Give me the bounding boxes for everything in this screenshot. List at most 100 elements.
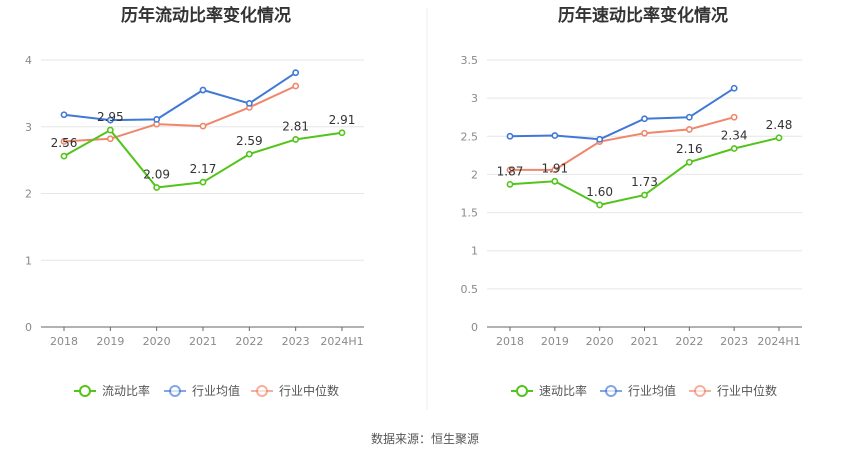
- data-point: [551, 166, 559, 174]
- data-point: [730, 84, 738, 92]
- x-tick-label: 2023: [720, 335, 748, 348]
- data-point: [292, 136, 300, 143]
- chart-title: 历年速动比率变化情况: [558, 5, 728, 26]
- series-line: [510, 116, 735, 171]
- data-point: [506, 166, 514, 174]
- x-tick-label: 2022: [675, 335, 703, 348]
- legend-label: 行业中位数: [279, 383, 339, 398]
- data-point: [106, 135, 114, 143]
- data-point: [685, 113, 693, 121]
- legend-item[interactable]: 行业均值: [600, 383, 676, 398]
- data-point: [551, 177, 559, 185]
- y-tick-label: 4: [25, 54, 32, 67]
- data-point: [641, 115, 648, 123]
- legend-label: 流动比率: [102, 383, 150, 398]
- data-point: [596, 201, 604, 209]
- x-tick-label: 2018: [50, 335, 78, 348]
- data-source-note: 数据来源：恒生聚源: [371, 431, 479, 446]
- x-tick-label: 2022: [235, 335, 263, 348]
- legend-item[interactable]: 流动比率: [74, 383, 150, 398]
- data-point: [106, 116, 114, 124]
- legend-label: 速动比率: [539, 383, 587, 398]
- data-label: 1.60: [586, 185, 613, 199]
- x-tick-label: 2020: [586, 335, 614, 348]
- legend-item[interactable]: 速动比率: [511, 383, 587, 398]
- legend-item[interactable]: 行业中位数: [689, 383, 777, 398]
- x-tick-label: 2024H1: [757, 335, 800, 348]
- data-label: 2.56: [51, 136, 78, 150]
- legend-swatch-marker: [516, 385, 528, 397]
- data-point: [153, 116, 161, 123]
- data-point: [775, 134, 783, 142]
- legend-label: 行业均值: [192, 383, 240, 398]
- y-tick-label: 0: [25, 321, 32, 334]
- x-tick-label: 2018: [496, 335, 524, 348]
- legend-swatch-marker: [256, 385, 268, 397]
- legend-swatch-marker: [169, 385, 181, 397]
- y-tick-label: 1.5: [461, 207, 479, 220]
- data-point: [641, 191, 648, 199]
- quick-ratio-chart: 历年速动比率变化情况 0 0.5 1 1.5 2 2.5 3 3.5 2018 2019 2020 20…: [461, 5, 802, 398]
- data-point: [245, 150, 253, 158]
- y-tick-label: 3.5: [461, 54, 479, 67]
- data-label: 2.09: [143, 167, 170, 181]
- current-ratio-chart: 历年流动比率变化情况 0 1 2 3 4 2018 2019 2020 2021 2022 2023 2…: [25, 5, 364, 398]
- data-point: [199, 122, 207, 130]
- legend-swatch-marker: [694, 385, 706, 397]
- data-point: [506, 180, 514, 188]
- x-tick-label: 2023: [282, 335, 310, 348]
- data-point: [60, 152, 68, 160]
- series-line: [63, 85, 297, 143]
- data-label: 1.73: [631, 175, 658, 189]
- data-label: 2.34: [721, 128, 748, 142]
- data-point: [685, 158, 693, 166]
- data-point: [506, 132, 514, 140]
- x-tick-label: 2019: [96, 335, 124, 348]
- data-point: [292, 69, 300, 77]
- data-point: [199, 86, 207, 94]
- data-point: [641, 129, 648, 137]
- legend-item[interactable]: 行业中位数: [251, 383, 339, 398]
- data-point: [199, 178, 207, 186]
- x-tick-label: 2019: [541, 335, 569, 348]
- legend-swatch-marker: [79, 385, 91, 397]
- y-tick-label: 2.5: [461, 130, 479, 143]
- chart-title: 历年流动比率变化情况: [121, 5, 291, 26]
- data-point: [60, 138, 68, 145]
- data-label: 1.87: [497, 164, 524, 178]
- y-tick-label: 0.5: [461, 283, 479, 296]
- legend-swatch-marker: [605, 385, 617, 397]
- x-tick-label: 2021: [189, 335, 217, 348]
- data-label: 2.91: [329, 113, 356, 127]
- data-label: 2.16: [676, 142, 703, 156]
- data-label: 1.91: [541, 161, 568, 175]
- data-point: [685, 126, 693, 133]
- legend-item[interactable]: 行业均值: [164, 383, 240, 398]
- y-tick-label: 0: [471, 321, 478, 334]
- series-line: [509, 87, 735, 141]
- series-line: [63, 71, 297, 122]
- data-label: 2.81: [282, 119, 309, 133]
- x-tick-label: 2020: [143, 335, 171, 348]
- data-point: [730, 113, 738, 121]
- legend-label: 行业中位数: [717, 383, 777, 398]
- data-point: [153, 184, 161, 191]
- data-point: [60, 111, 68, 119]
- data-point: [596, 135, 604, 143]
- data-point: [245, 99, 253, 107]
- data-label: 2.59: [236, 134, 263, 148]
- y-tick-label: 3: [25, 121, 32, 134]
- data-point: [338, 129, 346, 137]
- y-tick-label: 2: [471, 168, 478, 181]
- data-point: [730, 145, 738, 152]
- data-point: [106, 126, 114, 134]
- x-tick-label: 2021: [631, 335, 659, 348]
- data-label: 2.17: [190, 162, 217, 176]
- y-tick-label: 2: [25, 188, 32, 201]
- y-tick-label: 3: [471, 92, 478, 105]
- data-label: 2.95: [97, 110, 124, 124]
- x-tick-label: 2024H1: [320, 335, 363, 348]
- y-tick-label: 1: [25, 254, 32, 267]
- data-point: [551, 132, 559, 139]
